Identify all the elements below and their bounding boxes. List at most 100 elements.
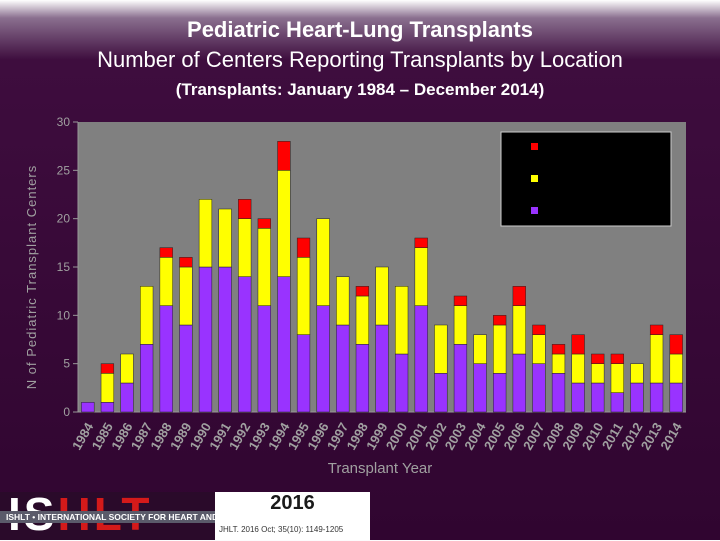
bar-segment — [140, 344, 154, 413]
bar-segment — [394, 286, 409, 355]
bar-segment — [512, 353, 526, 413]
bar-segment — [355, 295, 370, 345]
bar-segment — [571, 382, 585, 413]
bar-segment — [571, 334, 585, 355]
bar-segment — [394, 353, 409, 413]
bar-segment — [610, 363, 624, 393]
bar-segment — [571, 353, 585, 384]
bar-segment — [551, 353, 566, 374]
bar-segment — [218, 266, 232, 413]
bar-segment — [238, 276, 252, 413]
legend-swatch — [531, 143, 538, 150]
bar-segment — [179, 266, 193, 326]
bar-segment — [179, 257, 193, 268]
bar-segment — [336, 276, 350, 326]
bar-segment — [100, 402, 115, 413]
bar-segment — [277, 141, 291, 171]
bar-segment — [630, 382, 644, 413]
bar-segment — [473, 334, 487, 364]
bar-segment — [591, 353, 605, 364]
bar-segment — [630, 363, 644, 384]
y-tick-label: 25 — [57, 163, 71, 177]
bar-segment — [414, 247, 428, 306]
legend-box — [500, 131, 672, 227]
y-tick-label: 30 — [57, 115, 71, 129]
bar-segment — [179, 324, 193, 413]
bar-segment — [532, 324, 546, 335]
bar-segment — [493, 324, 507, 374]
bar-segment — [355, 344, 370, 413]
chart-title: Pediatric Heart-Lung Transplants — [187, 17, 533, 42]
bar-segment — [532, 334, 546, 364]
bar-segment — [551, 344, 566, 355]
bar-segment — [610, 353, 624, 364]
bar-segment — [532, 363, 546, 413]
bar-segment — [238, 218, 252, 277]
legend-swatch — [531, 207, 538, 214]
bar-segment — [159, 305, 173, 413]
bar-segment — [414, 305, 428, 413]
bar-segment — [649, 324, 664, 335]
y-tick-label: 20 — [57, 212, 71, 226]
bar-segment — [218, 208, 232, 268]
bar-segment — [375, 266, 389, 326]
bar-segment — [649, 382, 664, 413]
bar-segment — [257, 228, 271, 306]
bar-segment — [198, 199, 213, 268]
bar-segment — [81, 402, 95, 413]
bar-segment — [198, 266, 213, 413]
legend-swatch — [531, 175, 538, 182]
publication-box: 2016 JHLT. 2016 Oct; 35(10): 1149-1205 — [215, 492, 370, 540]
y-tick-label: 15 — [57, 260, 71, 274]
bar-segment — [159, 247, 173, 258]
bar-segment — [316, 305, 330, 413]
bar-segment — [120, 382, 134, 413]
bar-segment — [610, 392, 624, 413]
bar-segment — [375, 324, 389, 413]
bar-segment — [434, 324, 448, 374]
bar-segment — [453, 295, 468, 306]
chart-subtitle: Number of Centers Reporting Transplants … — [97, 47, 623, 72]
bar-segment — [591, 363, 605, 384]
bar-segment — [277, 276, 291, 413]
bar-segment — [473, 363, 487, 413]
bar-segment — [669, 334, 683, 355]
bar-segment — [296, 334, 311, 413]
bar-segment — [336, 324, 350, 413]
bar-segment — [100, 373, 115, 403]
bar-segment — [120, 353, 134, 384]
bar-segment — [296, 237, 311, 258]
bar-segment — [257, 305, 271, 413]
y-tick-label: 10 — [57, 308, 71, 322]
bar-segment — [512, 286, 526, 306]
y-tick-label: 0 — [63, 405, 70, 419]
bar-segment — [669, 353, 683, 384]
y-tick-label: 5 — [63, 357, 70, 371]
bar-segment — [453, 305, 468, 345]
x-tick-label: 2010 — [579, 420, 606, 453]
bar-segment — [140, 286, 154, 345]
bar-segment — [316, 218, 330, 306]
bar-segment — [591, 382, 605, 413]
bar-segment — [649, 334, 664, 384]
x-axis-title: Transplant Year — [328, 460, 433, 477]
bar-segment — [100, 363, 115, 374]
y-axis-title: N of Pediatric Transplant Centers — [24, 165, 39, 389]
bar-segment — [277, 170, 291, 277]
bar-segment — [434, 373, 448, 413]
bar-segment — [296, 257, 311, 335]
date-range: (Transplants: January 1984 – December 20… — [175, 80, 545, 99]
citation: JHLT. 2016 Oct; 35(10): 1149-1205 — [219, 525, 344, 534]
bar-segment — [257, 218, 271, 229]
bar-segment — [493, 315, 507, 326]
bar-segment — [512, 305, 526, 355]
x-tick-label: 2014 — [657, 419, 685, 452]
bar-segment — [159, 257, 173, 306]
publication-year: 2016 — [270, 492, 315, 514]
bar-segment — [669, 382, 683, 413]
bar-segment — [493, 373, 507, 413]
bar-segment — [453, 344, 468, 413]
bar-segment — [414, 237, 428, 248]
bar-segment — [355, 286, 370, 297]
